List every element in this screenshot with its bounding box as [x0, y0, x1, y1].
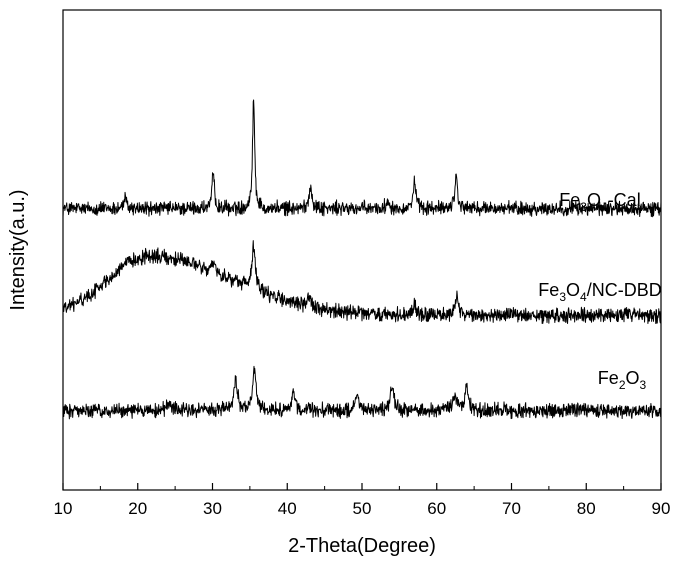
x-tick-label: 50 [353, 499, 372, 518]
x-tick-label: 80 [577, 499, 596, 518]
series-layer [63, 100, 661, 419]
x-axis-title: 2-Theta(Degree) [288, 535, 436, 557]
x-tick-label: 90 [652, 499, 671, 518]
x-tick-label: 10 [54, 499, 73, 518]
series-labels: Fe3O4-CalFe3O4/NC-DBDFe2O3 [538, 190, 661, 392]
x-tick-label: 70 [502, 499, 521, 518]
x-axis: 10 20 30 40 50 60 70 80 90 [54, 483, 671, 518]
series-label: Fe3O4/NC-DBD [538, 280, 661, 304]
series-line [63, 366, 661, 418]
x-tick-label: 40 [278, 499, 297, 518]
y-axis-title: Intensity(a.u.) [7, 189, 29, 310]
x-tick-label: 30 [203, 499, 222, 518]
x-tick-label: 20 [128, 499, 147, 518]
x-tick-label: 60 [427, 499, 446, 518]
series-label: Fe2O3 [598, 368, 647, 392]
